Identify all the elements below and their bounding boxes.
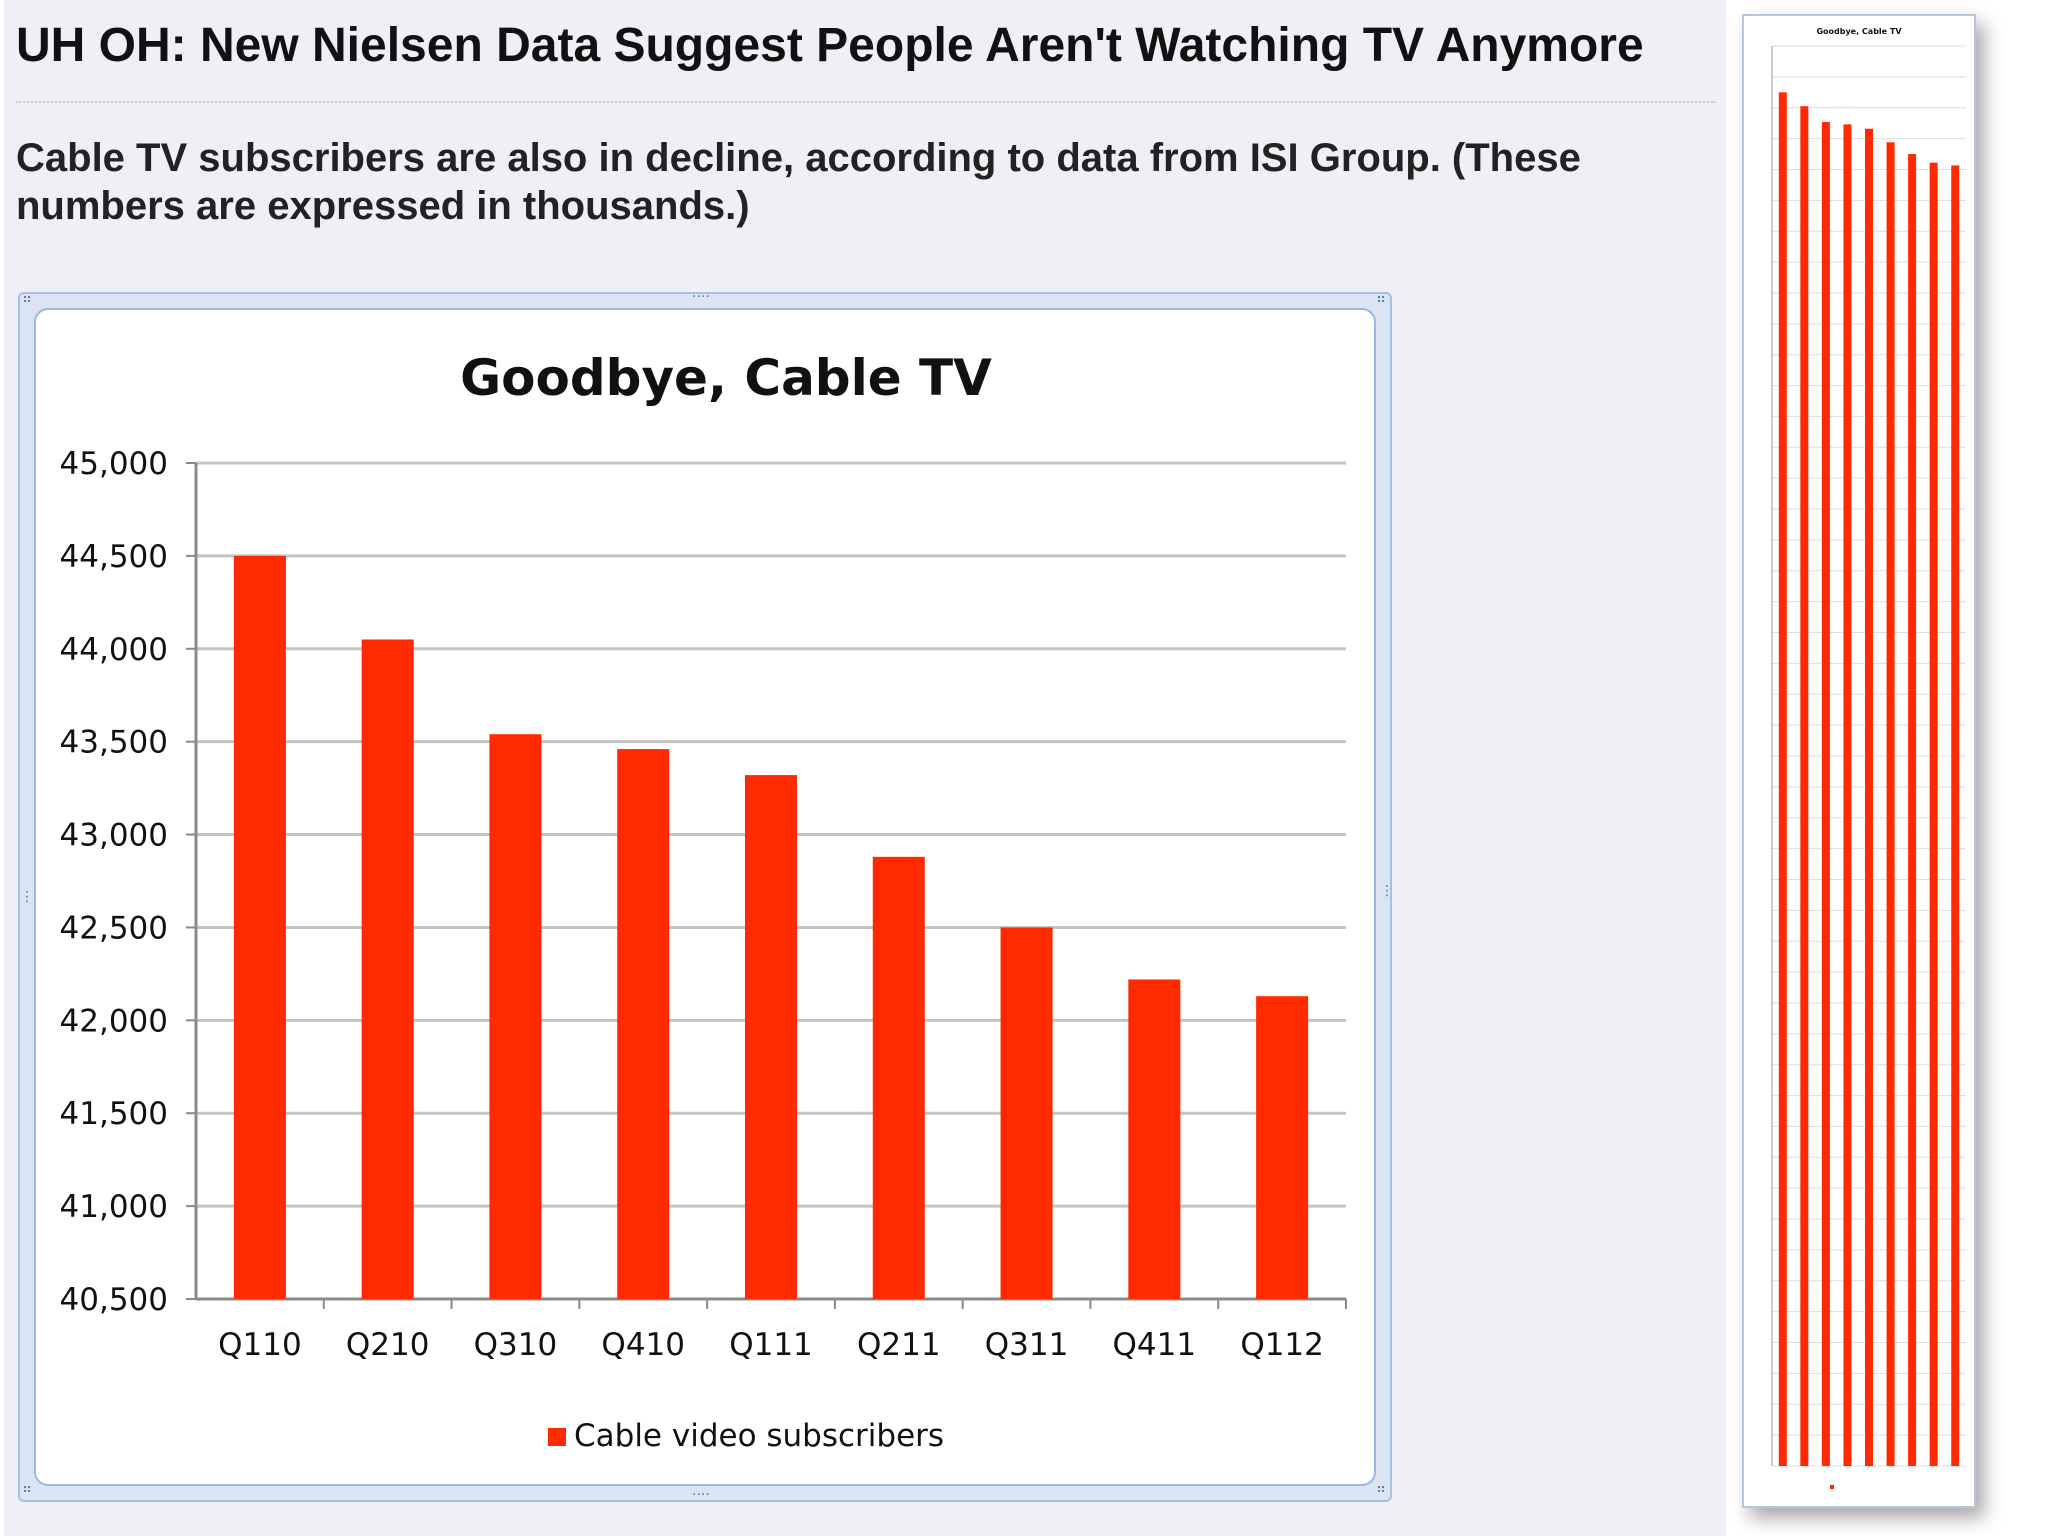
y-tick-label: 45,000: [60, 446, 168, 482]
thumbnail-title: Goodbye, Cable TV: [1816, 27, 1902, 36]
thumbnail-bar: [1843, 124, 1852, 1467]
resize-handle-right[interactable]: ⋮: [1380, 883, 1394, 899]
chart-area: Goodbye, Cable TV 40,500 41,000 41,500 42,00…: [34, 308, 1376, 1486]
divider: [16, 101, 1716, 103]
thumbnail-chart: Goodbye, Cable TV: [1771, 27, 1966, 1489]
bar-q310: [489, 734, 542, 1299]
x-tick-label: Q112: [1240, 1327, 1324, 1363]
y-tick-label: 40,500: [60, 1282, 168, 1318]
bar-q211: [872, 856, 925, 1299]
y-tick-label: 42,500: [60, 910, 168, 946]
x-tick-label: Q210: [346, 1327, 430, 1363]
resize-handle-bottom-left[interactable]: ⠛: [22, 1485, 33, 1501]
thumbnail-bar: [1821, 121, 1830, 1467]
x-tick-label: Q111: [729, 1327, 813, 1363]
y-tick-label: 41,000: [60, 1189, 168, 1225]
bar-q210: [361, 639, 414, 1299]
thumbnail-bar: [1778, 92, 1787, 1467]
thumbnail-bar: [1865, 128, 1873, 1466]
bar-q110: [233, 555, 286, 1299]
thumbnail-bar: [1929, 162, 1938, 1466]
thumbnail-bar: [1800, 106, 1809, 1466]
resize-handle-top-right[interactable]: ⠛: [1376, 295, 1387, 311]
y-tick-label: 44,000: [60, 632, 168, 668]
bar-q311: [1000, 927, 1053, 1299]
chart-thumbnail[interactable]: Goodbye, Cable TV: [1742, 14, 1976, 1508]
thumbnail-legend-swatch: [1830, 1485, 1834, 1489]
legend-swatch: [548, 1428, 566, 1446]
y-tick-label: 41,500: [60, 1096, 168, 1132]
chart-title: Goodbye, Cable TV: [460, 349, 992, 407]
bar-q111: [745, 775, 797, 1299]
x-tick-label: Q310: [474, 1327, 558, 1363]
y-tick-label: 44,500: [60, 539, 168, 575]
thumbnail-bar: [1951, 165, 1960, 1466]
y-tick-label: 43,500: [60, 725, 168, 761]
x-tick-label: Q311: [985, 1327, 1069, 1363]
resize-handle-bottom-right[interactable]: ⠛: [1376, 1485, 1387, 1501]
x-tick-label: Q410: [601, 1327, 685, 1363]
thumbnail-bar: [1908, 154, 1917, 1467]
resize-handle-top-left[interactable]: ⠛: [22, 295, 33, 311]
y-tick-label: 43,000: [60, 818, 168, 854]
legend: Cable video subscribers: [548, 1418, 944, 1454]
x-tick-label: Q411: [1113, 1327, 1197, 1363]
resize-handle-top[interactable]: ····: [692, 289, 710, 305]
bar-q411: [1128, 979, 1181, 1299]
legend-label: Cable video subscribers: [574, 1418, 944, 1454]
bar-q112: [1256, 996, 1309, 1299]
article-panel: UH OH: New Nielsen Data Suggest People A…: [4, 0, 1726, 1536]
thumbnail-bar: [1886, 142, 1895, 1467]
y-tick-label: 42,000: [60, 1003, 168, 1039]
x-tick-label: Q211: [857, 1327, 941, 1363]
x-tick-label: Q110: [218, 1327, 302, 1363]
main-chart: Goodbye, Cable TV 40,500 41,000 41,500 42,00…: [60, 349, 1347, 1454]
chart-frame[interactable]: ···· ···· ⠛ ⠛ ⠛ ⠛ ⋮ ⋮ Goodbye, Cable TV 4…: [18, 289, 1394, 1503]
resize-handle-bottom[interactable]: ····: [692, 1487, 710, 1503]
resize-handle-left[interactable]: ⋮: [20, 889, 34, 905]
bar-q410: [617, 749, 670, 1299]
subhead: Cable TV subscribers are also in decline…: [16, 136, 1581, 228]
headline: UH OH: New Nielsen Data Suggest People A…: [16, 19, 1644, 72]
